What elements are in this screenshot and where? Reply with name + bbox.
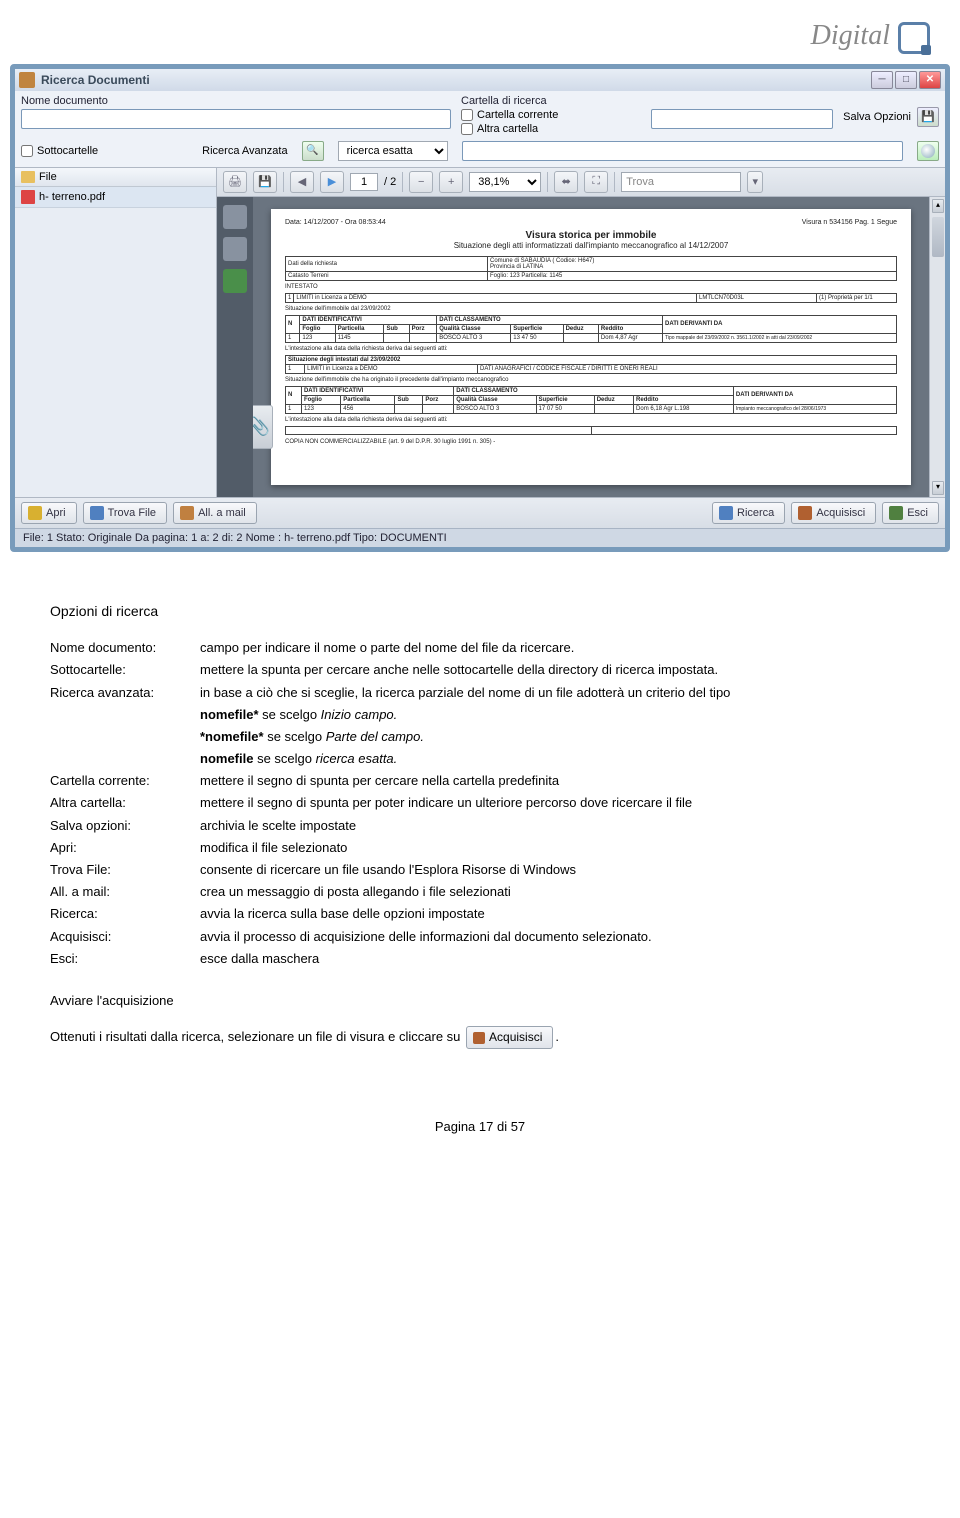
attachment-clip-icon[interactable]: 📎	[253, 405, 273, 449]
mail-button[interactable]: All. a mail	[173, 502, 257, 524]
app-icon	[19, 72, 35, 88]
acquisisci-inline-button[interactable]: Acquisisci	[466, 1026, 553, 1049]
esci-button[interactable]: Esci	[882, 502, 939, 524]
help-panel-icon[interactable]	[223, 269, 247, 293]
ricerca-tipo-select[interactable]: ricerca esatta	[338, 141, 448, 161]
search-go-button[interactable]	[917, 141, 939, 161]
sidebar-file-item[interactable]: h- terreno.pdf	[15, 187, 216, 208]
bookmarks-panel-icon[interactable]	[223, 237, 247, 261]
cartella-label: Cartella di ricerca	[461, 95, 641, 107]
page-footer: Pagina 17 di 57	[0, 1089, 960, 1154]
search-form: Nome documento Cartella di ricerca Carte…	[15, 91, 945, 167]
salva-opzioni-button[interactable]: 💾	[917, 107, 939, 127]
cartella-corrente-check[interactable]: Cartella corrente	[461, 109, 641, 121]
sottocartelle-check[interactable]: Sottocartelle	[21, 145, 98, 157]
prev-page-button[interactable]: ◀	[290, 171, 314, 193]
status-bar: File: 1 Stato: Originale Da pagina: 1 a:…	[15, 528, 945, 547]
trova-input[interactable]	[621, 172, 741, 192]
next-page-button[interactable]: ▶	[320, 171, 344, 193]
logo-text: Digital	[811, 20, 890, 52]
pages-panel-icon[interactable]	[223, 205, 247, 229]
maximize-button[interactable]: □	[895, 71, 917, 89]
ricerca-button[interactable]: Ricerca	[712, 502, 785, 524]
sidebar-header[interactable]: File	[15, 168, 216, 187]
avviare-heading: Avviare l'acquisizione	[50, 992, 910, 1010]
viewer-area: File h- terreno.pdf 🖨 💾 ◀ ▶ / 2 − + 38,1…	[15, 167, 945, 497]
cartella-path-input[interactable]	[651, 109, 833, 129]
nome-label: Nome documento	[21, 95, 451, 107]
trova-next-button[interactable]: ▾	[747, 171, 763, 193]
help-text: Opzioni di ricerca Nome documento:campo …	[0, 582, 960, 1089]
document-page: 📎 Data: 14/12/2007 - Ora 08:53:44Visura …	[253, 197, 929, 497]
nome-input[interactable]	[21, 109, 451, 129]
extra-input[interactable]	[462, 141, 903, 161]
page-input[interactable]	[350, 173, 378, 191]
ottenuti-text: Ottenuti i risultati dalla ricerca, sele…	[50, 1026, 910, 1049]
pdf-scrollbar[interactable]: ▴▾	[929, 197, 945, 497]
acquisisci-button[interactable]: Acquisisci	[791, 502, 876, 524]
zoom-out-button[interactable]: −	[409, 171, 433, 193]
ricerca-avanzata-label: Ricerca Avanzata	[202, 145, 287, 157]
fit-width-button[interactable]: ⬌	[554, 171, 578, 193]
zoom-in-button[interactable]: +	[439, 171, 463, 193]
pdf-page-content: Data: 14/12/2007 - Ora 08:53:44Visura n …	[271, 209, 911, 485]
file-sidebar: File h- terreno.pdf	[15, 168, 217, 497]
print-button[interactable]: 🖨	[223, 171, 247, 193]
trova-file-button[interactable]: Trova File	[83, 502, 168, 524]
pdf-toolbar: 🖨 💾 ◀ ▶ / 2 − + 38,1% ⬌ ⛶ ▾	[217, 168, 945, 197]
window-title: Ricerca Documenti	[41, 73, 150, 87]
pdf-sidebar	[217, 197, 253, 497]
ricerca-avanzata-icon[interactable]: 🔍	[302, 141, 324, 161]
pdf-pane: 🖨 💾 ◀ ▶ / 2 − + 38,1% ⬌ ⛶ ▾	[217, 168, 945, 497]
logo-area: Digital	[0, 0, 960, 64]
app-window: Ricerca Documenti ─ □ ✕ Nome documento C…	[10, 64, 950, 552]
bottom-toolbar: Apri Trova File All. a mail Ricerca Acqu…	[15, 497, 945, 528]
fit-page-button[interactable]: ⛶	[584, 171, 608, 193]
section-title: Opzioni di ricerca	[50, 602, 910, 622]
altra-cartella-check[interactable]: Altra cartella	[461, 123, 641, 135]
titlebar: Ricerca Documenti ─ □ ✕	[15, 69, 945, 91]
save-button[interactable]: 💾	[253, 171, 277, 193]
zoom-select[interactable]: 38,1%	[469, 172, 541, 192]
minimize-button[interactable]: ─	[871, 71, 893, 89]
close-button[interactable]: ✕	[919, 71, 941, 89]
pdf-body: 📎 Data: 14/12/2007 - Ora 08:53:44Visura …	[217, 197, 945, 497]
apri-button[interactable]: Apri	[21, 502, 77, 524]
salva-opzioni-label: Salva Opzioni	[843, 111, 911, 123]
